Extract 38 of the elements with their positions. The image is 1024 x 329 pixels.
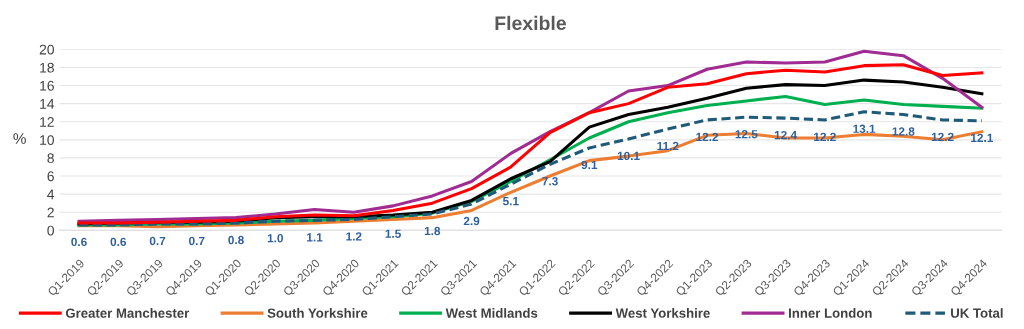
y-tick-label: 10 <box>40 135 54 145</box>
data-label: 13.1 <box>853 124 876 133</box>
data-label: 1.8 <box>424 226 441 236</box>
data-label: 1.5 <box>385 229 401 238</box>
data-label: 1.2 <box>346 232 362 241</box>
y-tick-label: 0 <box>47 225 54 236</box>
legend-label: Inner London <box>789 308 872 318</box>
y-tick-label: 6 <box>47 171 54 182</box>
legend-label: West Yorkshire <box>615 308 710 318</box>
data-label: 0.8 <box>228 235 244 245</box>
data-label: 0.7 <box>189 236 205 246</box>
legend-label: West Midlands <box>445 308 538 318</box>
legend-label: Greater Manchester <box>65 308 190 318</box>
y-tick-label: 2 <box>47 207 54 218</box>
legend-label: South Yorkshire <box>267 308 368 318</box>
data-label: 7.3 <box>542 177 558 186</box>
data-label: 12.8 <box>892 127 915 136</box>
data-label: 2.9 <box>463 216 480 226</box>
data-label: 0.6 <box>71 237 87 247</box>
data-label: 12.2 <box>931 132 954 141</box>
data-label: 9.1 <box>581 160 598 170</box>
y-tick-label: 18 <box>40 62 54 73</box>
legend-label: UK Total <box>951 308 1003 318</box>
data-label: 11.2 <box>657 141 679 151</box>
data-label: 0.6 <box>110 237 127 247</box>
chart-title: Flexible <box>495 15 566 31</box>
data-label: 0.7 <box>149 236 166 246</box>
data-label: 5.1 <box>502 197 519 206</box>
y-axis-title: % <box>13 133 26 144</box>
data-label: 1.1 <box>307 233 323 242</box>
y-tick-label: 20 <box>39 44 54 55</box>
data-label: 12.1 <box>971 133 994 142</box>
y-tick-label: 8 <box>47 153 54 164</box>
data-label: 1.0 <box>267 234 284 243</box>
y-tick-label: 4 <box>47 189 55 200</box>
y-tick-label: 14 <box>40 99 55 109</box>
y-tick-label: 16 <box>40 80 54 91</box>
y-tick-label: 12 <box>40 117 54 127</box>
